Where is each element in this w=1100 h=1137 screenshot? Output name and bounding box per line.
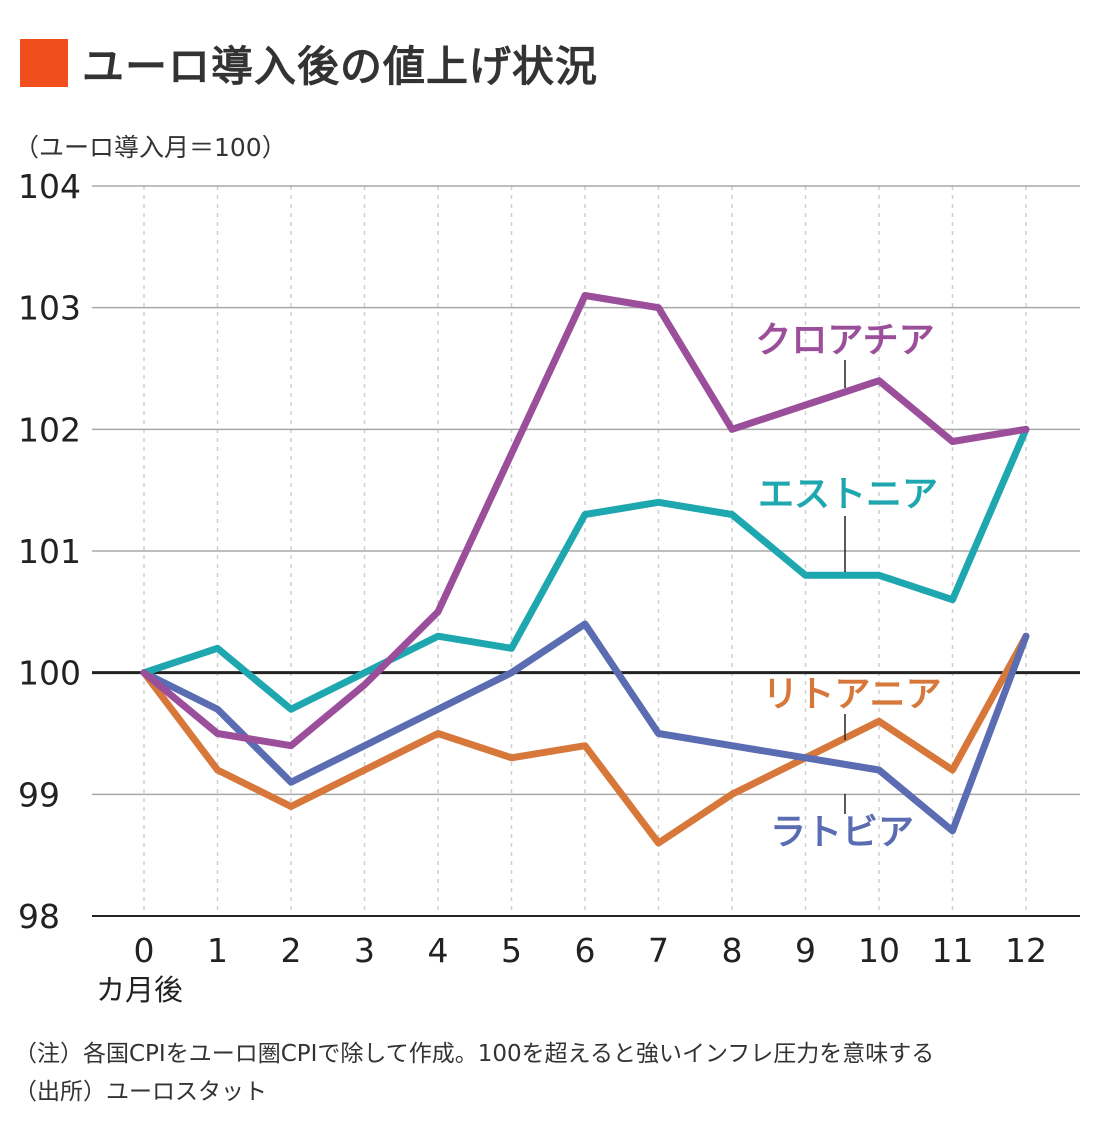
x-tick-label: 2 — [281, 931, 302, 970]
y-tick-label: 98 — [18, 897, 60, 936]
x-tick-label: 12 — [1005, 931, 1047, 970]
series-line-1 — [140, 292, 1030, 750]
x-axis-label: カ月後 — [96, 973, 183, 1007]
y-tick-label: 100 — [18, 654, 81, 693]
series-line-4 — [140, 632, 1030, 847]
x-tick-label: 10 — [858, 931, 900, 970]
chart-title-block: ユーロ導入後の値上げ状況 — [20, 38, 598, 91]
x-tick-label: 7 — [648, 931, 669, 970]
source-note: （出所）ユーロスタット — [14, 1079, 267, 1105]
chart-title: ユーロ導入後の値上げ状況 — [82, 41, 599, 91]
series-line-2 — [140, 425, 1030, 713]
series-label: ラトビア — [770, 812, 914, 853]
x-tick-label: 3 — [354, 931, 375, 970]
series-layer — [140, 292, 1030, 847]
x-tick-label: 9 — [795, 931, 816, 970]
x-tick-label: 6 — [575, 931, 596, 970]
series-label: クロアチア — [755, 320, 934, 361]
y-tick-label: 103 — [18, 289, 81, 328]
x-tick-label: 8 — [722, 931, 743, 970]
title-marker-square — [20, 39, 68, 87]
x-tick-label: 5 — [501, 931, 522, 970]
unit-note: （ユーロ導入月＝100） — [14, 133, 287, 162]
y-tick-label: 101 — [18, 532, 81, 571]
grid-layer — [92, 185, 1080, 917]
series-label: エストニア — [758, 474, 938, 515]
x-tick-label: 11 — [932, 931, 974, 970]
series-line-3 — [140, 620, 1030, 835]
x-tick-label: 4 — [428, 931, 449, 970]
x-tick-label: 1 — [207, 931, 228, 970]
x-tick-label: 0 — [134, 931, 155, 970]
series-label: リトアニア — [762, 674, 941, 715]
y-tick-label: 102 — [18, 410, 81, 449]
y-tick-label: 104 — [18, 167, 81, 206]
y-tick-label: 99 — [18, 775, 60, 814]
footnote: （注）各国CPIをユーロ圏CPIで除して作成。100を超えると強いインフレ圧力を… — [14, 1041, 935, 1067]
